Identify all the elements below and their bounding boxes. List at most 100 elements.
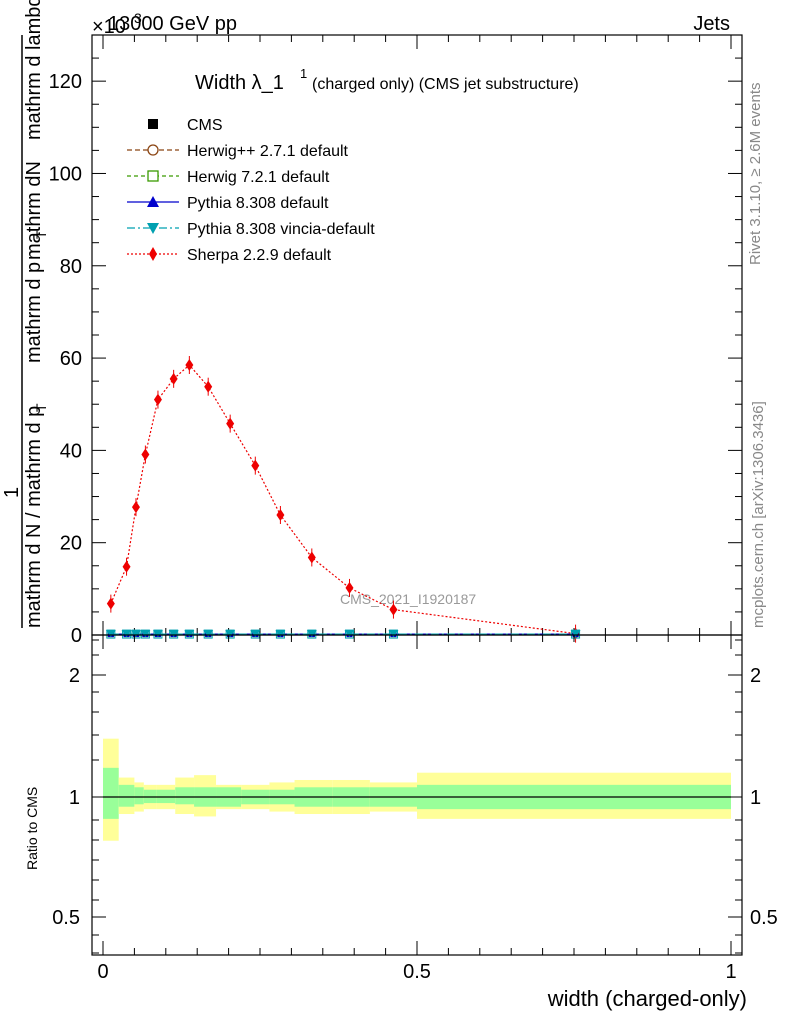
y-tick-label: 120 — [49, 71, 82, 93]
data-point — [140, 629, 150, 639]
ylabel-frac-den: mathrm d N / mathrm d p — [23, 406, 45, 628]
data-point — [344, 629, 354, 639]
data-point — [388, 629, 398, 639]
data-point — [168, 630, 179, 638]
data-point — [122, 560, 131, 573]
data-point — [184, 630, 195, 638]
data-point — [276, 509, 285, 521]
legend-item: Herwig 7.2.1 default — [127, 169, 330, 186]
legend-marker-open-square — [147, 170, 159, 182]
data-point — [169, 372, 178, 385]
data-point — [131, 629, 141, 639]
watermark: CMS_2021_I1920187 — [340, 591, 476, 607]
data-point — [275, 630, 286, 638]
ratio-band-inner — [103, 767, 119, 819]
data-point — [131, 501, 140, 514]
legend-marker-triangle-down — [147, 223, 159, 234]
data-point — [344, 630, 355, 638]
data-point — [152, 630, 163, 638]
legend-item: Pythia 8.308 default — [127, 195, 329, 212]
legend-marker-diamond — [149, 247, 157, 261]
exponent-base: ×10 — [92, 16, 126, 38]
data-point — [153, 629, 163, 639]
legend-label: Pythia 8.308 vincia-default — [187, 221, 375, 238]
header-right: Jets — [693, 13, 730, 35]
x-tick-label: 1 — [725, 961, 736, 983]
y-tick-label: 20 — [60, 533, 82, 555]
series-vincia — [105, 630, 581, 638]
chart-title: Width λ_1 1 (charged only) (CMS jet subs… — [195, 66, 579, 94]
legend-label: CMS — [187, 117, 223, 134]
title-sup: 1 — [300, 66, 307, 81]
data-point — [122, 629, 132, 639]
data-point — [141, 448, 150, 461]
ratio-tick-label: 1 — [69, 787, 80, 809]
legend-marker-square — [148, 119, 158, 129]
x-axis-label: width (charged-only) — [547, 986, 747, 1011]
legend-item: Herwig++ 2.7.1 default — [127, 143, 349, 160]
exponent-label: ×10 3 — [92, 10, 142, 38]
legend-item: Sherpa 2.2.9 default — [127, 247, 332, 264]
ratio-tick-label-right: 0.5 — [750, 907, 778, 929]
data-point — [225, 629, 235, 639]
ylabel-den-top: mathrm d p — [23, 262, 45, 363]
data-point — [570, 630, 581, 638]
y-tick-label: 40 — [60, 440, 82, 462]
data-point — [185, 359, 194, 371]
ratio-bands — [103, 738, 731, 841]
ratio-ylabel: Ratio to CMS — [24, 787, 40, 870]
legend-item: CMS — [148, 117, 223, 134]
data-point — [275, 629, 285, 639]
series-data — [106, 629, 581, 639]
ratio-band-inner — [134, 787, 144, 805]
main-axis-ticks: 0 20 40 60 80 100 120 — [49, 34, 742, 647]
legend-label: Sherpa 2.2.9 default — [187, 247, 332, 264]
exponent-power: 3 — [134, 10, 142, 26]
data-point — [153, 393, 162, 406]
data-point — [251, 459, 260, 472]
ratio-axis-ticks: 0.5 0.5 1 1 2 2 — [52, 635, 778, 955]
data-point — [140, 630, 151, 638]
header-left: 13000 GeV pp — [108, 13, 237, 35]
series-sherpa — [106, 356, 580, 643]
data-point — [571, 629, 581, 639]
data-point — [203, 629, 213, 639]
mcplots-label: mcplots.cern.ch [arXiv:1306.3436] — [750, 401, 767, 628]
ratio-band-inner — [143, 789, 157, 804]
ratio-tick-label: 2 — [69, 665, 80, 687]
legend-label: Herwig++ 2.7.1 default — [187, 143, 349, 160]
data-point — [130, 630, 141, 638]
y-tick-label: 60 — [60, 348, 82, 370]
data-point — [105, 630, 116, 638]
ratio-band-inner — [175, 787, 195, 805]
ratio-band-inner — [118, 784, 135, 807]
data-point — [225, 630, 236, 638]
title-suffix: (charged only) (CMS jet substructure) — [312, 76, 579, 93]
title-main: Width λ_1 — [195, 72, 284, 94]
data-point — [106, 629, 116, 639]
x-tick-label: 0.5 — [403, 961, 431, 983]
data-point — [306, 630, 317, 638]
data-point — [250, 630, 261, 638]
data-point — [169, 629, 179, 639]
legend-item: Pythia 8.308 vincia-default — [127, 221, 375, 238]
ratio-tick-label-right: 1 — [750, 787, 761, 809]
data-point — [204, 380, 213, 393]
ylabel-den-rest: mathrm d lambda — [23, 0, 45, 140]
data-point — [307, 551, 316, 564]
data-point — [203, 630, 214, 638]
ratio-tick-label-right: 2 — [750, 665, 761, 687]
x-tick-label: 0 — [97, 961, 108, 983]
ylabel-frac-num: 1 — [1, 487, 23, 498]
data-point — [184, 629, 194, 639]
ylabel-den-sub: T — [33, 230, 49, 239]
main-ylabel: mathrm dN mathrm d lambda mathrm d p T 1… — [1, 0, 49, 628]
ratio-band-inner — [156, 789, 176, 804]
legend-label: Herwig 7.2.1 default — [187, 169, 330, 186]
ylabel-num: mathrm dN — [23, 161, 45, 260]
data-point — [345, 581, 354, 594]
rivet-label: Rivet 3.1.10, ≥ 2.6M events — [747, 83, 764, 266]
series-layer — [105, 356, 581, 643]
y-tick-label: 0 — [71, 625, 82, 647]
